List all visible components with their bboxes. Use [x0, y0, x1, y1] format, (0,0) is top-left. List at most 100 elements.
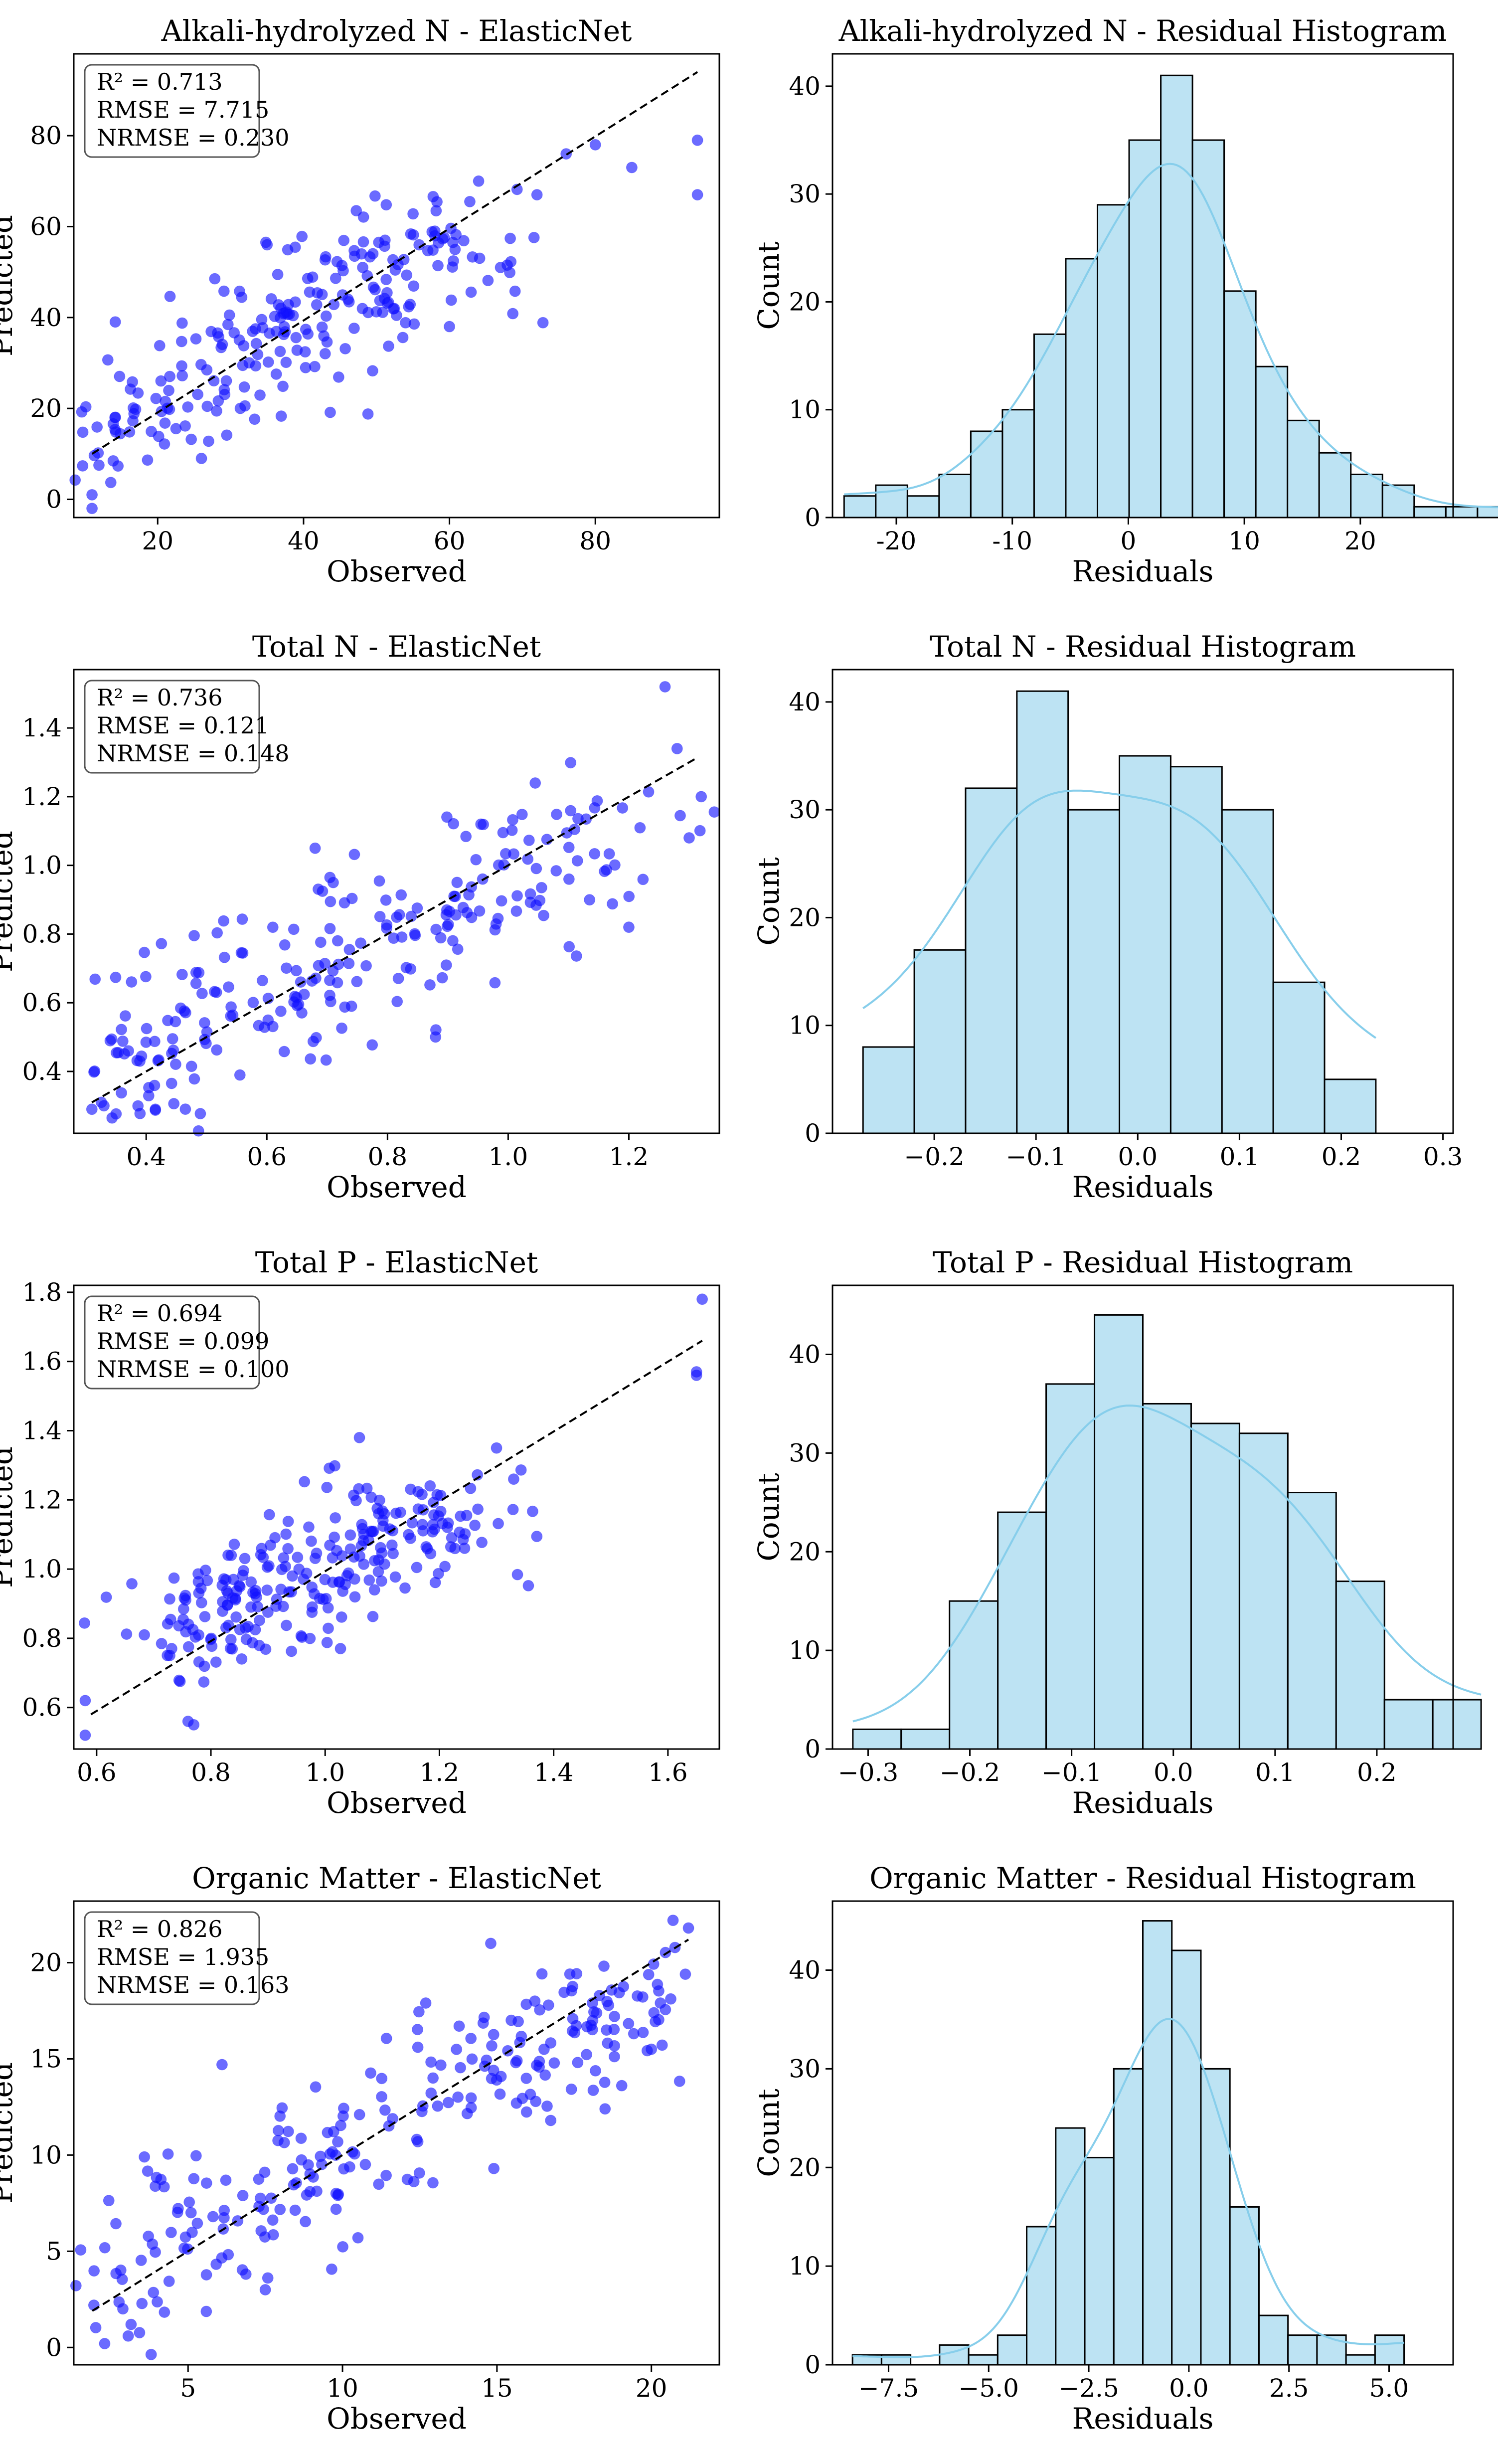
scatter-point-0-198	[307, 271, 319, 283]
scatter-point-6-132	[379, 2104, 391, 2116]
x-tick-label-7-4: 2.5	[1269, 2374, 1309, 2403]
hist-bar-7-12	[1200, 2068, 1231, 2366]
kde-curve-3	[862, 789, 1377, 1039]
chart-panel-5: −0.3 −0.2 −0.1 0.0 0.1 0.2 0 10 20 30 40 Total P - …	[752, 1245, 1482, 1820]
scatter-point-4-115	[472, 1503, 484, 1515]
scatter-point-6-108	[643, 1968, 655, 1980]
scatter-point-0-150	[124, 426, 136, 438]
scatter-point-2-35	[267, 921, 279, 933]
scatter-point-2-136	[530, 863, 542, 875]
scatter-point-6-11	[520, 2072, 532, 2084]
scatter-point-6-93	[148, 2287, 160, 2298]
x-tick-label-2-1: 0.6	[247, 1142, 287, 1171]
scatter-point-6-247	[352, 2232, 364, 2244]
scatter-point-0-153	[109, 411, 121, 423]
scatter-point-2-106	[570, 950, 582, 962]
stats-line-6-0: R² = 0.826	[97, 1916, 223, 1942]
scatter-point-4-49	[165, 1613, 176, 1625]
scatter-point-0-40	[290, 332, 302, 344]
scatter-point-4-186	[177, 1603, 189, 1615]
scatter-point-2-198	[211, 1044, 223, 1056]
scatter-point-6-139	[240, 2268, 252, 2280]
scatter-point-4-149	[349, 1591, 361, 1603]
hist-bar-7-9	[1113, 2068, 1144, 2366]
scatter-point-0-192	[504, 267, 516, 279]
scatter-point-6-12	[75, 2244, 87, 2256]
scatter-point-2-159	[391, 911, 403, 923]
scatter-point-2-163	[208, 986, 220, 998]
scatter-point-6-54	[453, 2020, 465, 2032]
scatter-point-0-21	[254, 389, 266, 401]
hist-bar-7-10	[1142, 1920, 1173, 2366]
scatter-point-6-65	[365, 2067, 377, 2079]
hist-bar-7-15	[1287, 2334, 1318, 2366]
hist-bar-7-11	[1171, 1949, 1202, 2366]
y-tick-label-4-6: 1.8	[22, 1278, 62, 1307]
hist-bar-5-5	[1094, 1314, 1144, 1750]
scatter-point-2-185	[430, 923, 442, 935]
scatter-point-2-31	[305, 1053, 317, 1065]
scatter-point-6-243	[488, 2065, 499, 2077]
scatter-point-2-189	[609, 859, 621, 871]
scatter-point-2-60	[634, 822, 646, 834]
scatter-point-6-106	[598, 1960, 610, 1972]
x-axis-label-0: Observed	[327, 554, 467, 588]
scatter-point-6-128	[134, 2327, 146, 2339]
scatter-point-2-162	[110, 1108, 122, 1120]
x-tick-label-5-2: −0.1	[1041, 1758, 1102, 1787]
scatter-point-4-46	[389, 1571, 401, 1583]
scatter-point-4-3	[254, 1614, 266, 1626]
scatter-point-2-116	[565, 757, 577, 769]
scatter-point-0-147	[80, 401, 92, 413]
scatter-point-0-241	[495, 262, 506, 274]
scatter-point-0-58	[109, 316, 121, 328]
scatter-point-0-22	[238, 381, 250, 393]
chart-panel-1: -20 -10 0 10 20 0 10 20 30 40 Alkali-hydrolyzed N …	[752, 14, 1498, 588]
stats-line-4-1: RMSE = 0.099	[97, 1328, 269, 1355]
scatter-point-0-46	[407, 208, 419, 220]
scatter-point-6-227	[412, 2041, 424, 2053]
y-tick-label-1-1: 10	[789, 395, 821, 424]
scatter-point-4-220	[376, 1547, 388, 1559]
scatter-point-6-194	[608, 2023, 620, 2035]
x-axis-label-7: Residuals	[1072, 2402, 1214, 2436]
x-tick-label-4-2: 1.0	[305, 1758, 345, 1787]
scatter-point-0-55	[221, 429, 233, 441]
scatter-point-2-18	[169, 1058, 181, 1070]
scatter-point-6-154	[218, 2212, 230, 2224]
x-tick-label-7-3: 0.0	[1169, 2374, 1209, 2403]
hist-bar-3-1	[913, 949, 967, 1134]
scatter-point-6-20	[188, 2173, 200, 2185]
scatter-point-6-232	[665, 1993, 677, 2005]
scatter-point-0-249	[429, 225, 441, 237]
scatter-point-2-26	[538, 909, 550, 921]
kde-curve-5	[852, 1405, 1482, 1723]
scatter-point-2-75	[550, 865, 562, 877]
stats-box-2	[84, 680, 260, 774]
scatter-point-2-207	[457, 901, 469, 913]
scatter-point-0-117	[88, 450, 100, 462]
scatter-point-2-168	[320, 1054, 332, 1066]
scatter-point-4-28	[515, 1464, 527, 1476]
scatter-point-2-47	[256, 975, 268, 987]
scatter-point-2-108	[336, 1022, 348, 1034]
scatter-point-0-167	[175, 336, 187, 348]
y-tick-label-6-4: 20	[30, 1948, 62, 1977]
x-tick-label-4-5: 1.6	[648, 1758, 688, 1787]
x-tick-label-2-2: 0.8	[368, 1142, 408, 1171]
hist-bar-1-19	[1445, 506, 1479, 519]
scatter-point-2-239	[659, 681, 671, 693]
scatter-point-0-203	[387, 303, 399, 315]
scatter-point-0-93	[77, 426, 89, 438]
scatter-point-6-217	[90, 2322, 102, 2334]
scatter-point-4-176	[192, 1568, 204, 1580]
scatter-point-6-129	[332, 2136, 343, 2148]
scatter-point-2-205	[194, 1108, 206, 1120]
scatter-point-4-129	[334, 1643, 346, 1655]
scatter-point-4-200	[358, 1558, 370, 1570]
scatter-point-4-233	[439, 1561, 451, 1573]
y-axis-label-3: Count	[752, 857, 786, 945]
scatter-point-4-210	[281, 1619, 293, 1631]
plot-frame-0	[73, 53, 720, 519]
scatter-point-6-235	[648, 2007, 660, 2019]
